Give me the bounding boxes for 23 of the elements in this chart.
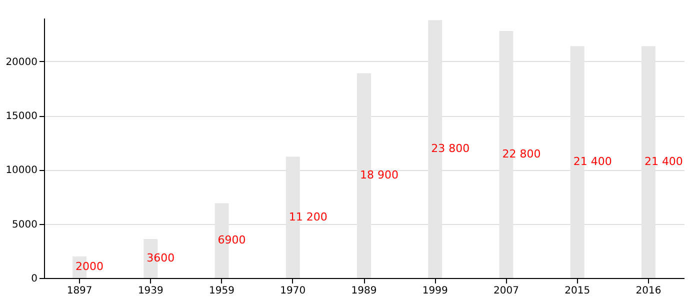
- x-tick-label: 1999: [422, 286, 448, 296]
- data-label: 3600: [146, 252, 175, 264]
- data-label: 11 200: [288, 210, 328, 224]
- y-tick-label: 15000: [6, 111, 38, 122]
- y-tick-label: 0: [31, 274, 38, 284]
- data-label: 21 400: [573, 155, 612, 168]
- data-label: 18 900: [360, 168, 398, 182]
- x-tick-label: 1959: [209, 286, 235, 296]
- y-tick-label: 5000: [12, 219, 38, 230]
- data-label: 21 400: [644, 155, 683, 168]
- x-tick-label: 2016: [636, 286, 662, 296]
- x-tick-label: 1989: [351, 286, 377, 296]
- data-label: 2000: [76, 260, 104, 274]
- y-tick-label: 20000: [6, 56, 38, 68]
- data-label: 6900: [218, 234, 246, 247]
- y-tick-label: 10000: [6, 165, 38, 176]
- data-label: 23 800: [431, 142, 470, 156]
- data-label: 22 800: [502, 148, 541, 160]
- x-tick-label: 1939: [138, 286, 164, 296]
- x-tick-label: 2015: [564, 286, 590, 296]
- x-tick-label: 1970: [280, 286, 306, 296]
- x-tick-label: 1897: [66, 286, 92, 296]
- x-tick-label: 2007: [493, 286, 519, 296]
